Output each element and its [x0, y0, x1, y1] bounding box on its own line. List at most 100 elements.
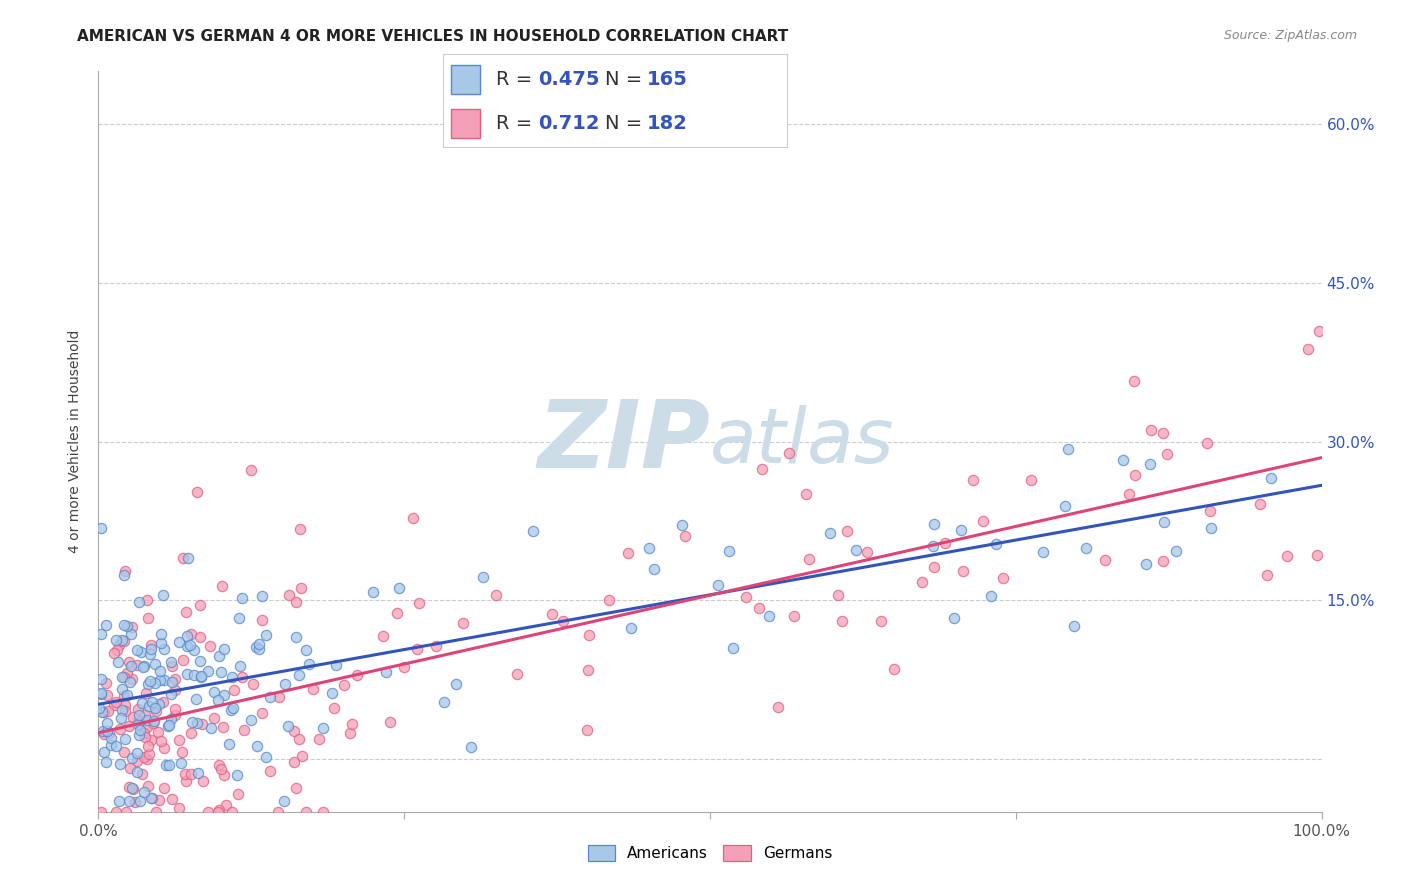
Point: [222, 683, 245, 698]
Text: R =: R =: [496, 70, 538, 89]
Point: [136, 677, 159, 691]
Point: [120, 675, 142, 690]
Point: [200, 640, 222, 654]
Point: [190, 717, 212, 731]
Point: [141, 695, 163, 709]
Point: [290, 582, 312, 596]
Point: [149, 665, 172, 679]
Point: [209, 665, 232, 679]
Point: [218, 737, 240, 751]
Point: [180, 627, 202, 641]
Point: [273, 794, 295, 808]
Point: [312, 805, 335, 819]
Point: [112, 634, 135, 648]
Point: [172, 745, 194, 759]
Point: [471, 570, 494, 584]
Point: [1123, 468, 1146, 483]
Point: [159, 718, 181, 732]
Point: [115, 688, 138, 702]
Point: [460, 739, 482, 754]
Point: [128, 595, 150, 609]
Point: [505, 667, 527, 681]
Point: [308, 732, 330, 747]
Point: [176, 551, 198, 566]
Point: [152, 740, 174, 755]
Point: [112, 670, 135, 684]
Point: [107, 638, 129, 652]
Point: [112, 568, 135, 582]
Point: [277, 719, 299, 733]
Point: [121, 672, 143, 686]
Point: [152, 588, 174, 602]
Point: [180, 726, 202, 740]
Point: [934, 536, 956, 550]
Point: [291, 748, 314, 763]
Point: [129, 714, 152, 728]
Point: [208, 803, 231, 817]
Point: [783, 609, 806, 624]
Point: [222, 701, 245, 715]
Point: [160, 655, 183, 669]
Point: [207, 649, 229, 664]
Point: [100, 738, 122, 752]
Point: [142, 715, 165, 730]
Point: [617, 546, 640, 560]
Point: [114, 732, 136, 747]
Point: [942, 611, 965, 625]
Point: [100, 731, 122, 746]
Point: [228, 659, 250, 673]
Point: [221, 805, 243, 819]
Text: R =: R =: [496, 114, 538, 133]
Point: [187, 766, 209, 780]
Point: [952, 564, 974, 578]
Point: [120, 659, 142, 673]
Point: [768, 699, 790, 714]
Point: [637, 541, 659, 555]
Point: [288, 668, 311, 682]
Point: [323, 701, 346, 715]
Point: [127, 717, 149, 731]
Point: [321, 686, 343, 700]
Point: [114, 698, 136, 712]
Point: [138, 747, 160, 761]
Point: [197, 805, 219, 819]
Point: [165, 702, 187, 716]
Point: [208, 758, 231, 772]
Point: [1199, 521, 1222, 535]
Point: [87, 701, 110, 715]
Point: [90, 672, 112, 686]
Point: [143, 657, 166, 671]
Point: [117, 794, 139, 808]
Point: [325, 658, 347, 673]
Point: [425, 639, 447, 653]
Point: [160, 674, 183, 689]
Point: [748, 601, 770, 615]
Point: [90, 686, 112, 700]
Point: [120, 626, 142, 640]
Point: [911, 575, 934, 590]
Point: [298, 657, 321, 671]
Point: [131, 767, 153, 781]
Point: [155, 757, 177, 772]
Point: [136, 611, 159, 625]
Point: [1139, 457, 1161, 471]
Point: [129, 645, 152, 659]
Point: [267, 805, 290, 819]
Point: [148, 697, 170, 711]
Point: [118, 719, 141, 733]
Point: [167, 635, 190, 649]
Text: atlas: atlas: [710, 405, 894, 478]
Point: [190, 670, 212, 684]
Point: [127, 657, 149, 672]
Point: [212, 641, 235, 656]
Point: [1032, 545, 1054, 559]
Text: 182: 182: [647, 114, 688, 133]
Point: [1260, 471, 1282, 485]
Point: [388, 581, 411, 595]
Point: [135, 720, 157, 734]
Point: [239, 713, 262, 727]
Point: [122, 782, 145, 797]
Point: [578, 628, 600, 642]
Point: [1277, 549, 1299, 563]
Point: [551, 614, 574, 628]
